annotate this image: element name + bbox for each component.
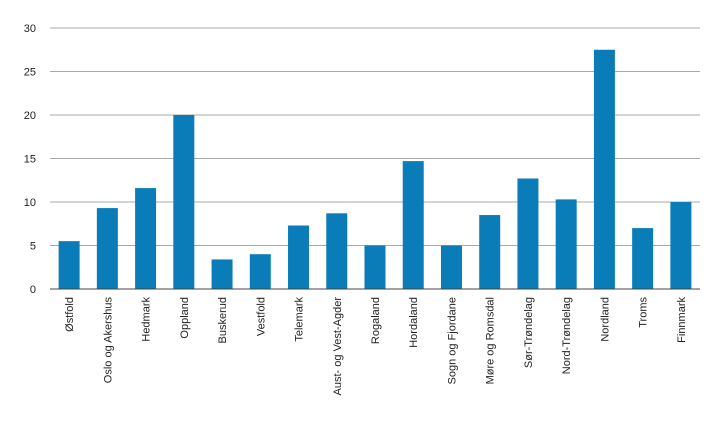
x-category-label: Hedmark [141,297,153,342]
x-category-label: Nordland [599,297,611,342]
y-tick-label: 30 [24,23,36,35]
y-tick-label: 10 [24,197,36,209]
bar [249,254,271,289]
bar [58,241,80,289]
x-category-label: Østfold [64,297,76,332]
x-category-label: Oppland [179,297,191,339]
y-tick-label: 5 [30,241,36,253]
x-category-label: Oslo og Akershus [102,297,114,384]
bar [211,259,233,289]
bar [288,225,310,289]
x-category-label: Hordaland [408,297,420,348]
x-category-label: Møre og Romsdal [485,297,497,384]
bar [326,213,348,289]
x-category-label: Sogn og Fjordane [446,297,458,384]
bar [670,202,692,289]
y-axis-ticks: 0 5 10 15 20 25 30 [24,23,36,296]
bar [402,161,424,289]
bar [517,178,539,289]
y-tick-label: 15 [24,154,36,166]
x-axis-labels: Østfold Oslo og Akershus Hedmark Oppland Bus… [64,297,688,396]
bar [135,188,157,289]
bar [555,199,577,289]
x-category-label: Nord-Trøndelag [561,297,573,374]
bars [58,49,692,289]
x-category-label: Aust- og Vest-Agder [332,297,344,396]
bar [632,228,654,289]
x-category-label: Vestfold [255,297,267,336]
x-category-label: Finnmark [676,297,688,343]
bar [364,245,386,289]
x-category-label: Telemark [294,297,306,342]
x-category-label: Rogaland [370,297,382,344]
bar [440,245,462,289]
bar [479,215,501,289]
bar [96,208,118,289]
gridlines [50,27,700,246]
x-category-label: Sør-Trøndelag [523,297,535,368]
x-category-label: Buskerud [217,297,229,343]
y-tick-label: 0 [30,284,36,296]
y-tick-label: 20 [24,110,36,122]
bar [173,115,195,289]
bar [593,49,615,289]
y-tick-label: 25 [24,67,36,79]
x-category-label: Troms [638,297,650,328]
